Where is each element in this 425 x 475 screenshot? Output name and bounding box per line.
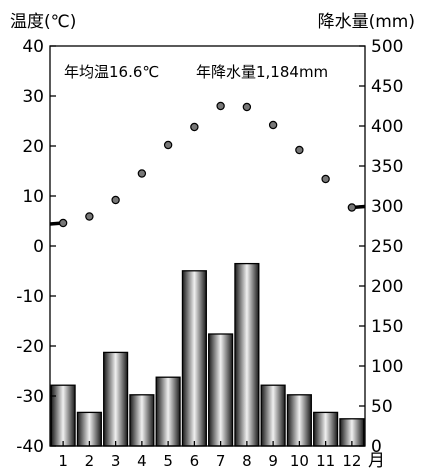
precip-bar-9 [260,384,286,447]
left-tick-label: -30 [16,387,44,407]
annual-temp-annotation: 年均温16.6℃ [64,63,159,81]
plot-frame [49,45,366,447]
temp-point-12 [347,203,357,212]
left-tick-label: 10 [22,187,44,207]
month-label-7: 7 [216,452,226,470]
left-tick-label: -40 [16,437,44,457]
precipitation-bars [50,262,365,447]
axis-ticks [50,45,365,447]
temp-point-9 [268,120,278,130]
right-tick-label: 0 [371,437,382,457]
month-label-5: 5 [163,452,173,470]
month-label-2: 2 [85,452,95,470]
temp-point-1 [58,218,68,228]
temp-point-11 [321,174,330,184]
month-label-10: 10 [290,452,309,470]
precip-bar-11 [313,411,339,447]
month-label-11: 11 [316,452,335,470]
temp-point-4 [137,169,147,178]
month-suffix: 月 [368,451,385,471]
left-tick-label: -20 [16,337,44,357]
right-tick-label: 500 [371,37,403,57]
temp-point-6 [190,122,199,132]
right-tick-label: 100 [371,357,403,377]
month-label-9: 9 [268,452,278,470]
precip-bar-4 [129,394,155,447]
month-label-12: 12 [342,452,361,470]
precip-bar-5 [155,376,181,447]
precip-bar-3 [103,351,129,447]
left-tick-label: 0 [33,237,44,257]
left-tick-label: -10 [16,287,44,307]
left-tick-label: 20 [22,137,44,157]
right-tick-label: 350 [371,157,403,177]
month-label-3: 3 [111,452,121,470]
right-axis-title: 降水量(mm) [318,12,415,32]
precip-bar-1 [50,384,76,447]
precip-bar-8 [234,262,260,447]
left-axis-title: 温度(℃) [10,12,76,32]
temp-point-10 [295,145,304,155]
month-label-4: 4 [137,452,147,470]
temp-point-7 [216,101,225,111]
month-label-6: 6 [190,452,200,470]
precip-bar-6 [181,270,207,447]
left-tick-label: 40 [22,37,44,57]
precip-bar-7 [208,333,234,447]
temperature-line [49,101,366,228]
left-tick-labels: 40 30 20 10 0 -10 -20 -30 -40 [16,37,44,457]
annual-precip-annotation: 年降水量1,184mm [196,63,328,81]
right-tick-label: 150 [371,317,403,337]
precip-bar-2 [76,411,102,447]
temp-point-2 [85,212,94,221]
temp-point-3 [111,195,120,205]
month-tick-labels: 1 2 3 4 5 6 7 8 9 10 11 12 [58,452,361,470]
right-tick-label: 250 [371,237,403,257]
left-tick-label: 30 [22,87,44,107]
right-tick-label: 300 [371,197,403,217]
month-label-8: 8 [242,452,252,470]
precip-bar-10 [286,394,312,447]
temp-point-8 [242,102,252,112]
temp-point-5 [163,140,173,150]
right-tick-label: 400 [371,117,403,137]
right-tick-label: 450 [371,77,403,97]
right-tick-label: 50 [371,397,393,417]
right-tick-label: 200 [371,277,403,297]
month-label-1: 1 [58,452,68,470]
